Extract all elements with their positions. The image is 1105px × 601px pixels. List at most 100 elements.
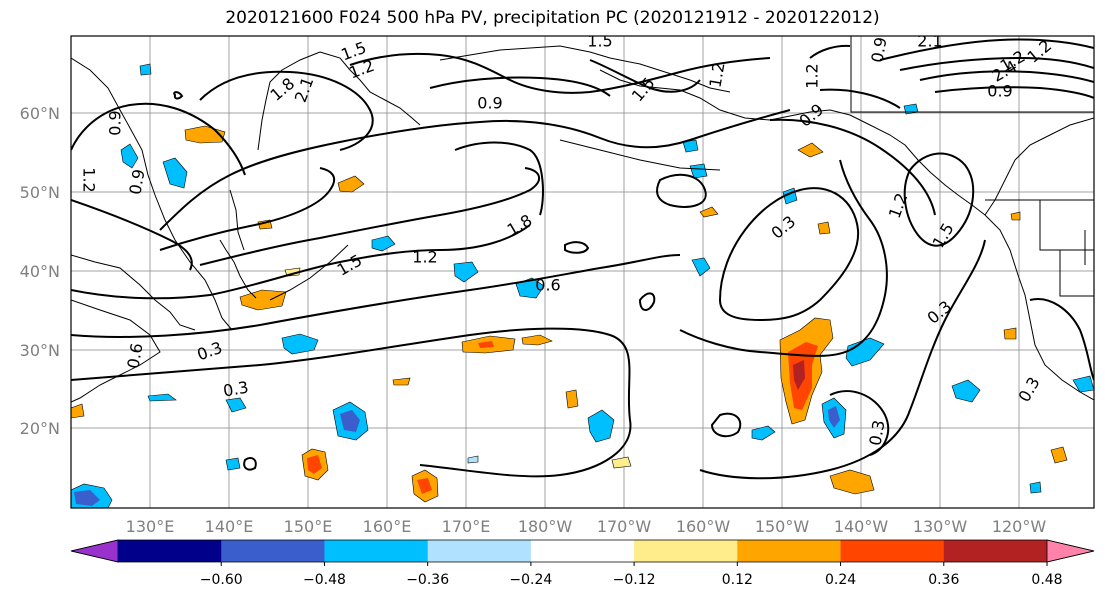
precip-positive-patch bbox=[565, 389, 579, 409]
gridlines bbox=[71, 36, 1094, 508]
precip-negative-patch bbox=[139, 63, 152, 76]
colorbar-segment bbox=[324, 540, 429, 562]
precip-negative-patch bbox=[751, 425, 776, 441]
precip-negative-patch bbox=[1029, 481, 1042, 494]
colorbar-tick-label: 0.12 bbox=[722, 572, 753, 588]
contour-label: 0.9 bbox=[477, 94, 502, 113]
contour-label: 2.1 bbox=[917, 32, 942, 51]
latitude-label: 60°N bbox=[20, 104, 60, 123]
precip-negative-patch bbox=[371, 235, 396, 252]
latitude-label: 30°N bbox=[20, 341, 60, 360]
longitude-label: 180°W bbox=[518, 517, 573, 536]
precip-positive-patch bbox=[793, 360, 805, 390]
precip-positive-patch bbox=[1003, 327, 1017, 340]
precip-negative-patch bbox=[467, 455, 479, 464]
precip-positive-patch bbox=[71, 403, 85, 419]
colorbar-segment bbox=[737, 540, 842, 562]
colorbar-tick-label: 0.36 bbox=[928, 572, 959, 588]
colorbar-segment bbox=[943, 540, 1048, 562]
colorbar-outline bbox=[70, 539, 1095, 563]
longitude-label: 140°E bbox=[205, 517, 254, 536]
precip-positive-patch bbox=[1050, 446, 1068, 464]
precip-positive-patch bbox=[417, 478, 432, 494]
contour-label: 0.3 bbox=[222, 377, 250, 400]
colorbar-segment bbox=[530, 540, 635, 562]
contour-label: 1.5 bbox=[587, 32, 612, 51]
contour-label: 0.9 bbox=[867, 36, 890, 64]
figure-title: 2020121600 F024 500 hPa PV, precipitatio… bbox=[225, 8, 880, 28]
latitude-label: 50°N bbox=[20, 183, 60, 202]
precip-negative-patch bbox=[281, 333, 319, 355]
precip-positive-patch bbox=[478, 341, 494, 348]
colorbar-segment bbox=[840, 540, 945, 562]
colorbar-segment bbox=[221, 540, 325, 562]
colorbar-max-extension bbox=[1046, 539, 1095, 563]
precip-positive-patch bbox=[521, 334, 553, 346]
precip-negative-patch bbox=[845, 337, 885, 367]
precip-negative-patch bbox=[74, 490, 100, 506]
contour-label: 1.2 bbox=[80, 167, 99, 192]
precip-negative-patch bbox=[120, 143, 139, 169]
colorbar-segment bbox=[118, 540, 222, 562]
precip-negative-patch bbox=[340, 410, 360, 432]
precip-positive-patch bbox=[699, 206, 719, 218]
latitude-label: 40°N bbox=[20, 262, 60, 281]
colorbar-tick-label: −0.24 bbox=[509, 572, 552, 588]
precip-negative-patch bbox=[689, 163, 708, 179]
contour-label: 0.6 bbox=[535, 276, 560, 295]
pv-contours bbox=[71, 38, 1094, 480]
coastlines bbox=[71, 36, 1094, 403]
precip-positive-patch bbox=[817, 221, 831, 235]
colorbar-min-extension bbox=[70, 539, 119, 563]
precip-positive-patch bbox=[239, 289, 287, 311]
precip-positive-patch bbox=[797, 142, 824, 158]
precip-negative-patch bbox=[951, 379, 981, 403]
longitude-label: 120°W bbox=[992, 517, 1047, 536]
colorbar: −0.60 −0.48 −0.36 −0.24 −0.12 0.12 0.24 0.36 0.4… bbox=[70, 539, 1095, 588]
longitude-label: 140°W bbox=[834, 517, 889, 536]
colorbar-tick-label: 0.24 bbox=[825, 572, 856, 588]
precip-positive-patch bbox=[829, 469, 875, 495]
precipitation-shading bbox=[71, 63, 1094, 508]
contour-label: 0.9 bbox=[987, 82, 1012, 101]
longitude-label: 130°W bbox=[913, 517, 968, 536]
precip-negative-patch bbox=[682, 139, 699, 153]
contour-label: 0.9 bbox=[125, 168, 148, 196]
precip-negative-patch bbox=[225, 397, 247, 413]
contour-label: 1.2 bbox=[803, 63, 822, 88]
precip-positive-patch bbox=[611, 456, 632, 469]
longitude-label: 150°W bbox=[755, 517, 810, 536]
latitude-axis: 60°N 50°N 40°N 30°N 20°N bbox=[20, 104, 60, 438]
precip-negative-patch bbox=[828, 406, 840, 428]
map-frame bbox=[70, 35, 1095, 509]
precip-negative-patch bbox=[147, 393, 177, 402]
longitude-label: 160°W bbox=[676, 517, 731, 536]
precip-positive-patch bbox=[337, 175, 365, 193]
longitude-label: 130°E bbox=[126, 517, 175, 536]
colorbar-tick-label: −0.48 bbox=[303, 572, 346, 588]
contour-label: 1.2 bbox=[705, 61, 728, 89]
colorbar-tick-label: 0.48 bbox=[1031, 572, 1062, 588]
precip-negative-patch bbox=[225, 457, 241, 471]
colorbar-tick-label: −0.12 bbox=[613, 572, 656, 588]
contour-label: 0.9 bbox=[106, 110, 125, 135]
precip-positive-patch bbox=[392, 377, 411, 386]
latitude-label: 20°N bbox=[20, 419, 60, 438]
colorbar-segment bbox=[427, 540, 532, 562]
precip-negative-patch bbox=[1072, 375, 1094, 393]
longitude-label: 150°E bbox=[284, 517, 333, 536]
precip-positive-patch bbox=[1010, 211, 1021, 221]
contour-label: 1.2 bbox=[412, 248, 437, 267]
contour-label: 0.6 bbox=[123, 342, 146, 370]
precip-negative-patch bbox=[162, 157, 188, 189]
precip-negative-patch bbox=[691, 257, 711, 277]
colorbar-tick-label: −0.60 bbox=[200, 572, 243, 588]
contour-label: 0.3 bbox=[865, 419, 888, 447]
longitude-axis: 130°E 140°E 150°E 160°E 170°E 180°W 170°W 160°W… bbox=[126, 517, 1047, 536]
longitude-label: 160°E bbox=[363, 517, 412, 536]
colorbar-segment bbox=[634, 540, 738, 562]
longitude-label: 170°W bbox=[597, 517, 652, 536]
precip-negative-patch bbox=[453, 261, 479, 283]
longitude-label: 170°E bbox=[442, 517, 491, 536]
